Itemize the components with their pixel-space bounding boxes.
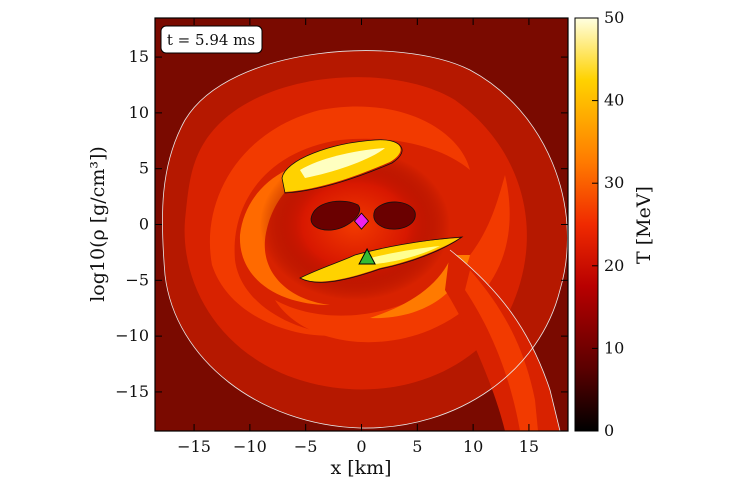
y-tick-label: 10 [129, 103, 149, 122]
x-tick-label: 10 [463, 437, 483, 456]
temperature-heatmap [155, 18, 568, 431]
x-tick-label: −15 [177, 437, 211, 456]
marker-triangle [358, 247, 376, 265]
y-tick-label: −15 [115, 382, 149, 401]
markers [353, 212, 376, 265]
colorbar-tick-label: 30 [604, 173, 624, 192]
colorbar-tick-label: 20 [604, 256, 624, 275]
time-label-box: t = 5.94 ms [160, 25, 263, 54]
colorbar-tick-label: 50 [604, 8, 624, 27]
y-axis-title: log10(ρ [g/cm³]) [87, 146, 109, 302]
x-tick-label: −10 [233, 437, 267, 456]
y-tick-label: 15 [129, 47, 149, 66]
y-axis-ticks: −15 −10 −5 0 5 10 15 [115, 47, 568, 401]
x-tick-label: 0 [356, 437, 366, 456]
colorbar-tick-label: 40 [604, 91, 624, 110]
time-label: t = 5.94 ms [167, 31, 255, 49]
y-tick-label: −5 [125, 270, 149, 289]
x-tick-label: 15 [519, 437, 539, 456]
colorbar [574, 17, 599, 432]
colorbar-title: T [MeV] [633, 186, 655, 264]
x-tick-label: −5 [294, 437, 318, 456]
marker-diamond [353, 212, 370, 230]
y-tick-label: 5 [139, 159, 149, 178]
x-axis-title: x [km] [330, 457, 391, 479]
y-tick-label: −10 [115, 326, 149, 345]
colorbar-tick-label: 10 [604, 338, 624, 357]
colorbar-tick-label: 0 [604, 421, 614, 440]
x-tick-label: 5 [412, 437, 422, 456]
x-axis-ticks: −15 −10 −5 0 5 10 15 [177, 18, 539, 456]
y-tick-label: 0 [139, 215, 149, 234]
colorbar-ticks: 0 10 20 30 40 50 [592, 8, 624, 440]
